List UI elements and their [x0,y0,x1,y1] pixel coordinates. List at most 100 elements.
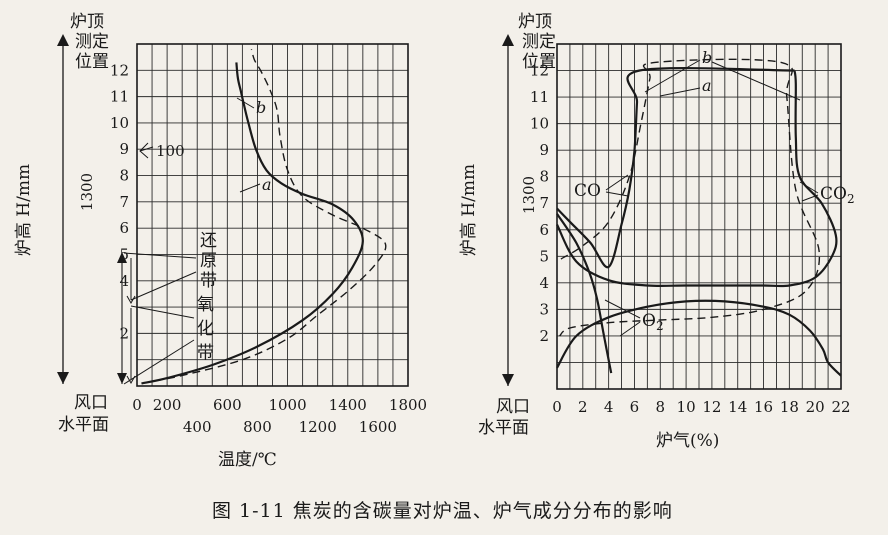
reduction-zone-char-1: 还 [200,231,217,251]
left-arrow-up-icon [57,34,69,46]
temp-ytick-label: 4 [119,272,129,290]
gas-xtick-label: 8 [655,398,665,416]
gas-series-co-upper-line [556,67,795,269]
gas-series-co2-line [556,70,838,288]
co2-label-sub: 2 [847,192,855,206]
gas-xtick-label: 12 [702,398,721,416]
gas-ytick-label: 7 [539,194,549,212]
temperature-chart: 炉顶 测定 位置 炉高 H/mm 1300 还 原 带 氧 化 带 100 [14,12,427,470]
temp-ytick-label: 7 [119,193,129,211]
left-top-label-2: 测定 [75,32,109,52]
oxidation-leader [123,305,195,385]
gas-ytick-label: 8 [539,168,549,186]
temp-xtick-label: 1600 [359,418,397,436]
right-height-note: 1300 [520,176,538,214]
left-arrow-down-icon [57,372,69,384]
temp-ytick-label: 5 [119,245,129,263]
right-a-leader [659,87,701,97]
gas-xtick-label: 0 [552,398,562,416]
right-arrow-up-icon [502,34,514,46]
o2-leader [604,299,641,337]
co-leader [605,174,629,197]
right-series-b-label: b [702,48,712,67]
oxidation-zone-char-1: 氧 [197,295,214,315]
gas-xtick-label: 18 [780,398,799,416]
co-label: CO [574,181,601,201]
gas-xtick-label: 22 [831,398,850,416]
left-bottom-label-1: 风口 [74,393,108,413]
gas-ytick-label: 3 [539,300,549,318]
gas-curves [556,58,842,377]
gas-xlabel: 炉气(%) [656,431,719,451]
temp-xtick-label: 600 [213,396,242,414]
left-bottom-label-2: 水平面 [58,415,109,435]
zone-arrow-down-icon [117,373,127,384]
zone-arrow-up-icon [117,252,127,263]
gas-series-a-dash-line [559,58,821,337]
temp-ytick-label: 6 [119,219,129,237]
temp-xtick-label: 1200 [299,418,337,436]
gas-ytick-label: 12 [530,62,549,80]
gas-series-o2-line [556,213,613,374]
left-height-note: 1300 [78,173,96,211]
right-arrow-down-icon [502,374,514,386]
left-series-b-label: b [256,98,266,117]
temp-series-a-line [141,49,387,385]
temp-xtick-label: 0 [132,396,142,414]
temp-xtick-label: 1000 [268,396,306,414]
oxidation-zone-char-3: 带 [197,343,214,363]
temp-xtick-label: 400 [183,418,212,436]
right-top-label-1: 炉顶 [518,12,552,32]
temp-ytick-label: 10 [110,114,129,132]
annotation-100: 100 [156,142,185,160]
gas-grid [556,43,842,390]
gas-ytick-label: 6 [539,221,549,239]
left-side-ylabel: 炉高 H/mm [14,164,34,256]
right-series-a-label: a [702,76,712,95]
temp-ytick-label: 9 [119,140,129,158]
temp-ytick-label: 11 [110,88,129,106]
co2-label: CO2 [820,184,855,206]
gas-xtick-label: 16 [754,398,773,416]
co2-label-main: CO [820,184,847,204]
temp-ytick-label: 8 [119,167,129,185]
temperature-curves [141,49,387,385]
oxidation-zone-char-2: 化 [197,319,214,339]
right-bottom-label-1: 风口 [496,397,530,417]
gas-ytick-label: 11 [530,88,549,106]
gas-ytick-label: 10 [530,115,549,133]
gas-ytick-label: 9 [539,141,549,159]
reduction-zone-char-2: 原 [200,251,217,271]
right-top-label-3: 位置 [522,52,556,72]
inner-zone-bracket [126,258,136,385]
gas-xtick-label: 10 [677,398,696,416]
left-top-label-3: 位置 [75,52,109,72]
temperature-xlabel: 温度/℃ [218,450,277,470]
gas-xtick-label: 6 [630,398,640,416]
annotation-arrow-icon [139,142,154,159]
o2-label-sub: 2 [656,319,664,333]
gas-xtick-label: 2 [578,398,588,416]
gas-chart: 炉顶 测定 位置 炉高 H/mm 1300 b a CO CO2 O2 风口 水… [459,12,855,451]
figure-caption: 图 1-11 焦炭的含碳量对炉温、炉气成分分布的影响 [212,500,673,522]
reduction-leader [123,252,197,301]
gas-plot-frame [556,43,842,390]
left-top-label-1: 炉顶 [70,12,104,32]
gas-xtick-label: 20 [806,398,825,416]
temp-ytick-label: 2 [119,324,129,342]
temp-series-b-line [141,62,364,385]
temp-xtick-label: 1800 [389,396,427,414]
right-side-ylabel: 炉高 H/mm [459,164,479,256]
temp-xtick-label: 1400 [329,396,367,414]
gas-ytick-label: 4 [539,274,549,292]
right-bottom-label-2: 水平面 [478,418,529,438]
gas-ytick-label: 5 [539,247,549,265]
right-top-label-2: 测定 [522,32,556,52]
left-a-leader [239,183,261,193]
temperature-plot-frame [136,43,409,387]
temperature-ticks: 2 4 5 6 7 8 9 10 11 12 0 200 600 1000 1400 1800 400 800 12… [110,61,427,436]
reduction-zone-char-3: 带 [200,271,217,291]
